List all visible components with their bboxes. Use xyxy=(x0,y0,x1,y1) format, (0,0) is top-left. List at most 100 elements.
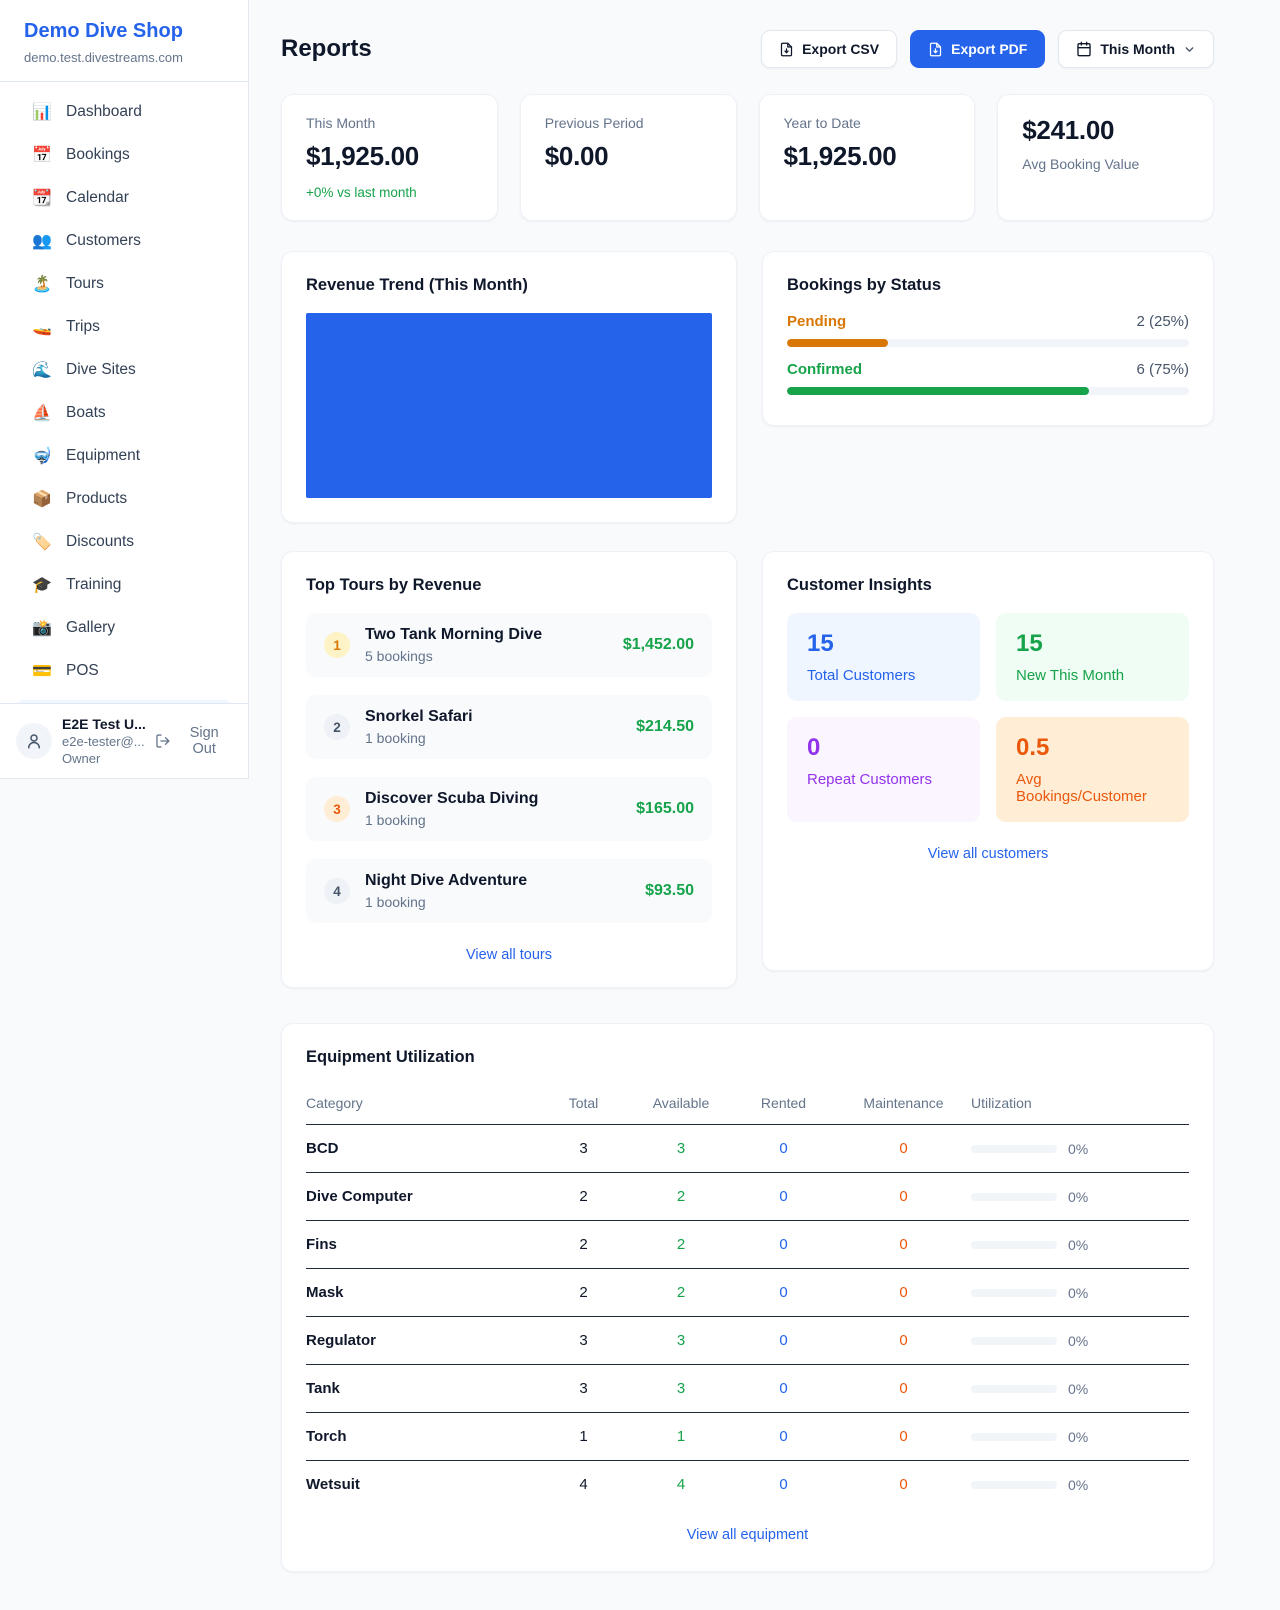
sidebar-item-bookings[interactable]: 📅 Bookings xyxy=(16,133,232,176)
view-all-equipment-link[interactable]: View all equipment xyxy=(306,1527,1189,1543)
tour-bookings: 1 booking xyxy=(365,812,426,828)
diving-mask-icon: 🤿 xyxy=(32,447,52,465)
equipment-maintenance: 0 xyxy=(836,1412,971,1461)
column-header-rented: Rented xyxy=(731,1085,836,1125)
view-all-tours-link[interactable]: View all tours xyxy=(306,947,712,963)
utilization-percent: 0% xyxy=(1068,1140,1089,1157)
tours-island-icon: 🏝️ xyxy=(32,275,52,293)
sidebar: Demo Dive Shop demo.test.divestreams.com… xyxy=(0,0,249,779)
equipment-category: Fins xyxy=(306,1220,536,1269)
sidebar-item-products[interactable]: 📦 Products xyxy=(16,477,232,520)
equipment-table-header: Category Total Available Rented Maintena… xyxy=(306,1085,1189,1125)
sidebar-item-label: Gallery xyxy=(66,618,116,636)
equipment-available: 3 xyxy=(631,1364,731,1413)
equipment-category: Mask xyxy=(306,1268,536,1317)
export-csv-button[interactable]: Export CSV xyxy=(761,30,898,68)
customer-insights-title: Customer Insights xyxy=(787,576,932,594)
stat-label: Year to Date xyxy=(783,115,861,131)
equipment-utilization-cell: 0% xyxy=(971,1412,1189,1461)
status-progress-track xyxy=(787,387,1189,395)
equipment-rented: 0 xyxy=(731,1268,836,1317)
stat-value: $241.00 xyxy=(1022,115,1115,145)
sidebar-item-boats[interactable]: ⛵ Boats xyxy=(16,391,232,434)
sidebar-item-label: Equipment xyxy=(66,446,141,464)
package-icon: 📦 xyxy=(32,490,52,508)
equipment-total: 2 xyxy=(536,1268,631,1317)
sidebar-item-selected-partial[interactable] xyxy=(16,700,232,703)
charts-row: Revenue Trend (This Month) Bookings by S… xyxy=(281,251,1214,523)
equipment-table-body: BCD 3 3 0 0 0% Dive Computer 2 2 0 0 0% Fins 2 2 0 0… xyxy=(306,1124,1189,1504)
equipment-total: 3 xyxy=(536,1124,631,1173)
sidebar-item-customers[interactable]: 👥 Customers xyxy=(16,219,232,262)
utilization-bar xyxy=(971,1240,1057,1249)
status-progress-fill xyxy=(787,339,888,347)
equipment-category: Torch xyxy=(306,1412,536,1461)
utilization-percent: 0% xyxy=(1068,1188,1089,1205)
tour-row: 1 Two Tank Morning Dive 5 bookings $1,45… xyxy=(306,613,712,677)
avatar xyxy=(16,723,52,759)
utilization-percent: 0% xyxy=(1068,1428,1089,1445)
tag-icon: 🏷️ xyxy=(32,533,52,551)
period-select[interactable]: This Month xyxy=(1058,30,1214,68)
graduation-cap-icon: 🎓 xyxy=(32,576,52,594)
tour-amount: $1,452.00 xyxy=(622,636,694,653)
tile-label: Repeat Customers xyxy=(807,771,933,788)
column-header-maintenance: Maintenance xyxy=(836,1085,971,1125)
stat-label: This Month xyxy=(306,115,376,131)
stat-value: $0.00 xyxy=(544,141,609,171)
equipment-utilization-cell: 0% xyxy=(971,1316,1189,1365)
sidebar-item-dive-sites[interactable]: 🌊 Dive Sites xyxy=(16,348,232,391)
user-name: E2E Test U... xyxy=(62,716,146,732)
tile-new-this-month: 15 New This Month xyxy=(996,613,1189,701)
equipment-maintenance: 0 xyxy=(899,1476,908,1493)
shop-domain: demo.test.divestreams.com xyxy=(24,50,183,65)
sidebar-item-calendar[interactable]: 📆 Calendar xyxy=(16,176,232,219)
sidebar-item-training[interactable]: 🎓 Training xyxy=(16,563,232,606)
equipment-table-row: Fins 2 2 0 0 0% xyxy=(306,1220,1189,1269)
equipment-available: 3 xyxy=(631,1124,731,1173)
utilization-bar xyxy=(971,1144,1057,1153)
equipment-rented: 0 xyxy=(731,1172,836,1221)
tour-bookings: 5 bookings xyxy=(365,648,433,664)
tile-repeat-customers: 0 Repeat Customers xyxy=(787,717,980,822)
equipment-table-row: Mask 2 2 0 0 0% xyxy=(306,1268,1189,1317)
sign-out-label: Sign Out xyxy=(189,725,219,757)
utilization-bar xyxy=(971,1432,1057,1441)
sidebar-item-label: POS xyxy=(66,661,99,679)
sign-out-icon xyxy=(155,734,170,748)
period-label: This Month xyxy=(1100,41,1175,57)
equipment-rented: 0 xyxy=(779,1476,788,1493)
equipment-table-row: BCD 3 3 0 0 0% xyxy=(306,1124,1189,1173)
export-pdf-button[interactable]: Export PDF xyxy=(910,30,1046,68)
customer-insights-card: Customer Insights 15 Total Customers 15 … xyxy=(762,551,1214,971)
sidebar-item-gallery[interactable]: 📸 Gallery xyxy=(16,606,232,649)
rank-badge: 2 xyxy=(324,714,350,740)
sidebar-item-tours[interactable]: 🏝️ Tours xyxy=(16,262,232,305)
stat-delta: +0% vs last month xyxy=(306,185,417,200)
equipment-total: 3 xyxy=(536,1316,631,1365)
sidebar-item-pos[interactable]: 💳 POS xyxy=(16,649,232,692)
sidebar-item-dashboard[interactable]: 📊 Dashboard xyxy=(16,90,232,133)
equipment-table-row: Wetsuit 4 4 0 0 0% xyxy=(306,1461,1189,1504)
equipment-table-row: Dive Computer 2 2 0 0 0% xyxy=(306,1172,1189,1221)
sidebar-item-trips[interactable]: 🚤 Trips xyxy=(16,305,232,348)
tile-value: 15 xyxy=(807,630,834,657)
tour-row: 4 Night Dive Adventure 1 booking $93.50 xyxy=(306,859,712,923)
tile-total-customers: 15 Total Customers xyxy=(787,613,980,701)
insights-row: Top Tours by Revenue 1 Two Tank Morning … xyxy=(281,551,1214,988)
utilization-percent: 0% xyxy=(1068,1236,1089,1253)
sign-out-button[interactable]: Sign Out xyxy=(155,725,232,757)
rank-badge: 1 xyxy=(324,632,350,658)
equipment-total: 1 xyxy=(536,1412,631,1461)
equipment-maintenance: 0 xyxy=(836,1364,971,1413)
export-pdf-label: Export PDF xyxy=(951,41,1028,57)
view-all-customers-link[interactable]: View all customers xyxy=(787,846,1189,862)
sidebar-item-equipment[interactable]: 🤿 Equipment xyxy=(16,434,232,477)
rank-badge: 3 xyxy=(324,796,350,822)
sidebar-item-discounts[interactable]: 🏷️ Discounts xyxy=(16,520,232,563)
stat-value: $1,925.00 xyxy=(783,141,897,171)
top-tours-card: Top Tours by Revenue 1 Two Tank Morning … xyxy=(281,551,737,988)
equipment-available: 1 xyxy=(631,1412,731,1461)
sidebar-item-label: Dashboard xyxy=(66,102,142,120)
sidebar-item-label: Training xyxy=(66,575,122,593)
